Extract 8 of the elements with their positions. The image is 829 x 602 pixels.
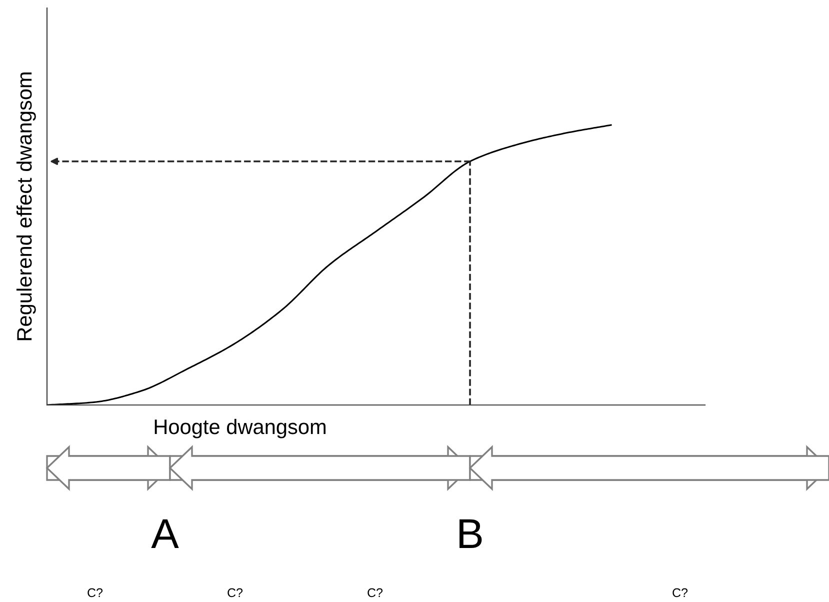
text: C?	[228, 588, 243, 598]
text: C?	[672, 588, 688, 598]
y-axis-title: Regulerend effect dwangsom	[16, 72, 36, 340]
text: C?	[88, 588, 103, 598]
text: A	[151, 519, 179, 548]
text: B	[460, 519, 482, 548]
text: C?	[368, 588, 383, 598]
x-axis-title: Hoogte dwangsom	[154, 418, 326, 438]
